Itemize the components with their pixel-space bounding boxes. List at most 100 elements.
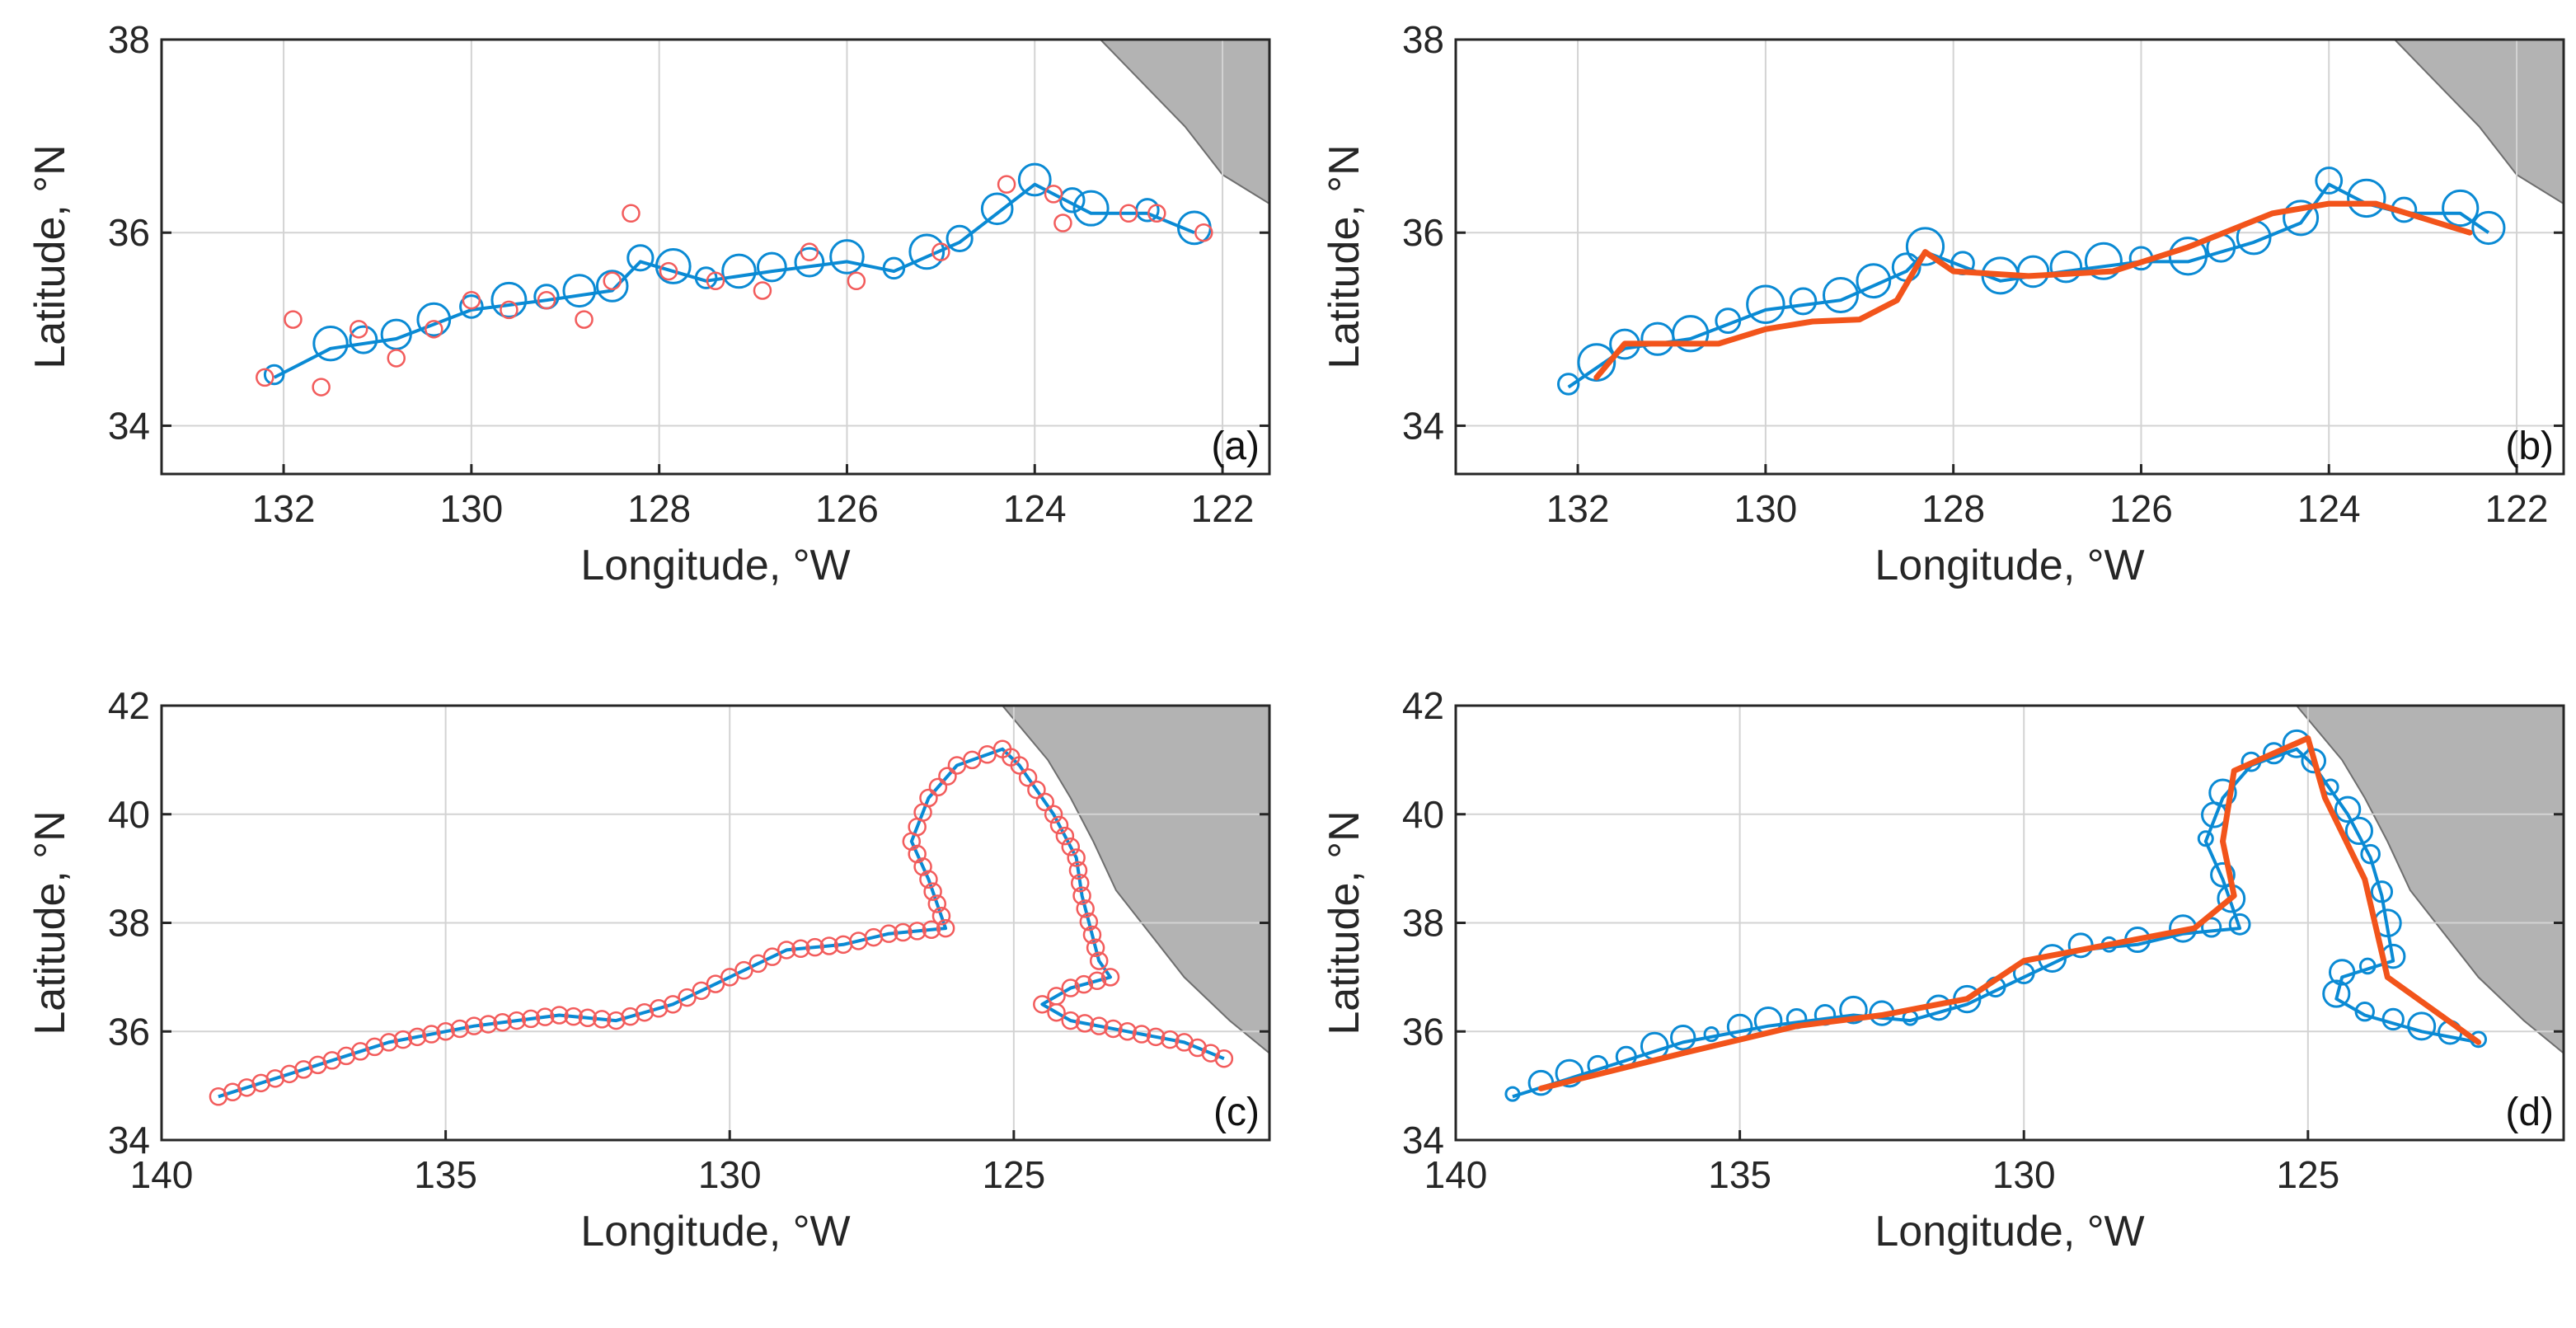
eddy-loop	[721, 253, 757, 289]
position-marker	[1147, 204, 1166, 223]
position-marker	[479, 1015, 498, 1034]
position-marker	[805, 937, 824, 957]
position-marker	[592, 1010, 612, 1029]
x-tick-label: 140	[130, 1153, 194, 1196]
position-marker	[908, 844, 927, 864]
eddy-loop	[2344, 816, 2373, 845]
position-marker	[1146, 1027, 1166, 1047]
position-marker	[1033, 995, 1052, 1014]
position-marker	[1089, 951, 1109, 970]
track-data	[1504, 729, 2488, 1102]
track-data	[1556, 167, 2506, 396]
eddy-loop	[1856, 263, 1892, 299]
x-tick-label: 130	[1734, 487, 1797, 530]
eddy-loop	[1072, 190, 1110, 227]
eddy-loop	[945, 224, 974, 252]
x-tick-label: 122	[2485, 487, 2549, 530]
x-tick-label: 126	[815, 487, 879, 530]
position-marker	[706, 271, 725, 291]
position-marker	[1079, 912, 1099, 931]
tick-labels: 132 130 128 126 124 122 34 36 38	[1402, 18, 2564, 530]
eddy-loop	[2471, 210, 2506, 246]
land-polygon	[2294, 705, 2564, 1055]
panel-c: 140 135 130 125 34 36 38 40 42 Longitude, °W Lat…	[26, 684, 1271, 1255]
position-marker	[550, 1006, 569, 1025]
y-axis-label: Latitude, °N	[1321, 810, 1368, 1035]
position-marker	[1068, 861, 1088, 880]
eddy-loop	[1839, 995, 1868, 1025]
position-marker	[997, 175, 1016, 194]
eddy-loop	[794, 246, 825, 278]
eddy-loop	[2347, 178, 2386, 218]
position-marker	[1055, 826, 1075, 846]
y-tick-label: 34	[1402, 404, 1444, 447]
eddy-loop	[2197, 830, 2214, 847]
position-marker	[753, 281, 772, 300]
eddy-loop	[490, 281, 528, 318]
eddy-loop	[2201, 917, 2222, 938]
position-marker	[1049, 815, 1069, 835]
position-marker	[622, 204, 640, 223]
eddy-loop	[2283, 199, 2320, 237]
x-tick-label: 130	[439, 487, 503, 530]
position-marker	[791, 939, 810, 959]
eddy-loop	[2442, 189, 2480, 228]
eddy-loop	[2262, 742, 2285, 765]
eddy-loop	[263, 364, 285, 386]
position-marker	[1087, 971, 1107, 991]
y-tick-label: 40	[1402, 793, 1444, 836]
position-marker	[1161, 1030, 1180, 1049]
position-marker	[894, 922, 913, 942]
position-marker	[922, 920, 941, 939]
position-marker	[537, 290, 556, 310]
position-marker	[659, 261, 678, 281]
position-marker	[1118, 1022, 1137, 1041]
land-polygon	[1000, 705, 1270, 1055]
position-marker	[928, 777, 948, 797]
y-tick-label: 38	[108, 902, 150, 945]
eddy-loop	[2228, 913, 2251, 936]
position-marker	[1119, 204, 1138, 223]
position-marker	[1089, 1016, 1109, 1035]
y-tick-label: 38	[108, 18, 150, 61]
eddy-loop	[2049, 250, 2083, 284]
eddy-loop	[1504, 1086, 1521, 1102]
land-mask	[2392, 39, 2564, 205]
y-tick-label: 36	[108, 211, 150, 254]
x-tick-label: 128	[1921, 487, 1985, 530]
eddy-loop	[1746, 284, 1785, 324]
position-marker	[603, 271, 622, 291]
y-tick-label: 38	[1402, 902, 1444, 945]
position-marker	[919, 788, 938, 808]
y-tick-label: 42	[108, 684, 150, 727]
position-marker	[931, 242, 950, 261]
position-marker	[1061, 1011, 1081, 1030]
eddy-loop	[459, 294, 484, 319]
position-marker	[1035, 792, 1055, 812]
land-polygon	[2392, 39, 2564, 205]
eddy-loop	[1789, 287, 1818, 316]
x-tick-label: 132	[252, 487, 316, 530]
eddy-loop	[2334, 795, 2362, 824]
position-marker	[407, 1027, 427, 1047]
position-marker	[777, 941, 796, 960]
eddy-loop	[2322, 979, 2351, 1008]
land-polygon	[1098, 39, 1270, 205]
position-marker	[256, 368, 274, 387]
eddy-loop	[2358, 957, 2377, 975]
y-tick-label: 34	[108, 404, 150, 447]
x-axis-label: Longitude, °W	[1875, 1208, 2144, 1255]
eddy-loop	[626, 244, 655, 272]
x-axis-label: Longitude, °W	[580, 1208, 850, 1255]
y-axis-label: Latitude, °N	[1321, 144, 1368, 368]
position-marker	[387, 349, 406, 368]
position-marker	[500, 300, 518, 320]
position-marker	[1047, 1002, 1066, 1022]
eddy-loop	[829, 239, 865, 275]
x-tick-label: 124	[2297, 487, 2361, 530]
panel-d: 140 135 130 125 34 36 38 40 42 Longitude, °W Lat…	[1321, 684, 2565, 1255]
position-marker	[879, 924, 899, 943]
position-marker	[1061, 978, 1081, 997]
y-tick-label: 34	[108, 1119, 150, 1161]
